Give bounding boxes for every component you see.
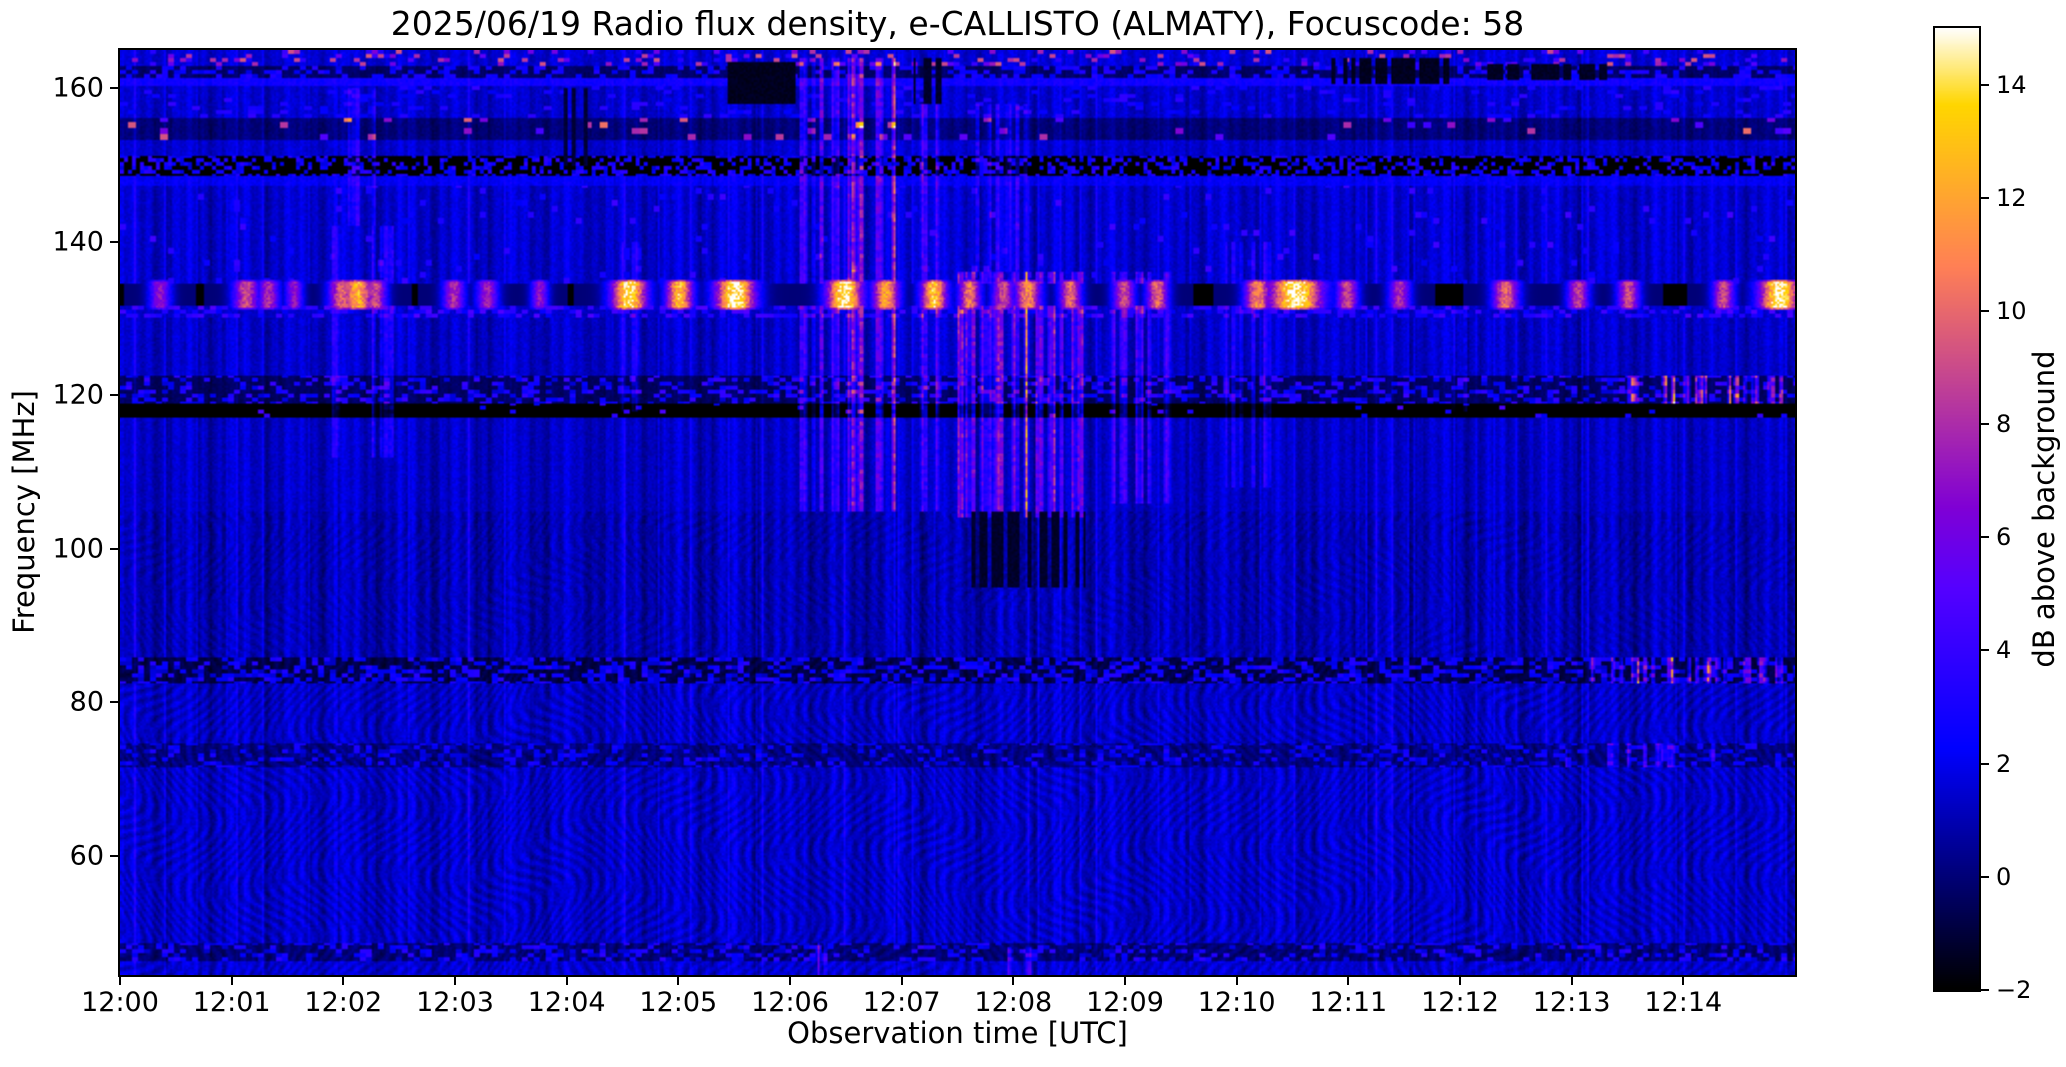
x-tick-mark	[565, 977, 568, 985]
y-tick-label: 80	[69, 686, 104, 718]
colorbar-tick-label: 4	[1996, 636, 2012, 665]
x-tick-label: 12:07	[862, 987, 941, 1018]
colorbar-tick-mark	[1981, 423, 1989, 426]
spectrogram-canvas	[120, 50, 1795, 975]
colorbar-tick-mark	[1981, 536, 1989, 539]
x-tick-label: 12:01	[192, 987, 271, 1018]
x-tick-mark	[119, 977, 121, 985]
colorbar-tick-label: 10	[1996, 296, 2027, 325]
x-tick-mark	[1124, 977, 1126, 985]
x-tick-mark	[454, 977, 456, 985]
x-tick-label: 12:11	[1309, 987, 1388, 1018]
x-tick-label: 12:03	[416, 987, 494, 1018]
x-tick-label: 12:05	[639, 987, 718, 1018]
y-tick-mark	[110, 701, 118, 704]
x-tick-mark	[230, 977, 233, 985]
x-tick-label: 12:14	[1644, 987, 1723, 1018]
x-tick-mark	[1459, 977, 1461, 985]
plot-area-frame	[118, 48, 1797, 977]
colorbar-tick-mark	[1981, 83, 1989, 86]
colorbar-tick-label: −2	[1996, 976, 2032, 1004]
x-tick-label: 12:02	[304, 987, 383, 1018]
colorbar-tick-mark	[1981, 309, 1989, 312]
colorbar-tick-mark	[1981, 762, 1989, 765]
x-tick-mark	[1235, 977, 1238, 985]
y-tick-label: 120	[52, 379, 104, 411]
colorbar-tick-mark	[1981, 196, 1989, 199]
x-tick-label: 12:09	[1086, 987, 1164, 1018]
colorbar-tick-label: 2	[1996, 749, 2012, 778]
y-tick-label: 140	[52, 226, 104, 258]
x-tick-mark	[900, 977, 903, 985]
colorbar-tick-label: 6	[1996, 523, 2012, 552]
colorbar-tick-label: 12	[1996, 183, 2027, 212]
colorbar-frame	[1933, 26, 1981, 992]
y-tick-mark	[110, 394, 118, 397]
x-tick-mark	[1012, 977, 1015, 985]
colorbar-tick-label: 14	[1996, 70, 2027, 99]
x-tick-label: 12:06	[751, 987, 829, 1018]
x-tick-mark	[677, 977, 680, 985]
x-tick-mark	[1570, 977, 1573, 985]
x-tick-label: 12:10	[1197, 987, 1276, 1018]
colorbar-canvas	[1935, 28, 1979, 990]
y-tick-mark	[110, 240, 118, 243]
x-tick-mark	[1347, 977, 1350, 985]
x-tick-label: 12:08	[974, 987, 1053, 1018]
x-tick-mark	[789, 977, 791, 985]
x-axis-label: Observation time [UTC]	[787, 1016, 1128, 1050]
x-tick-label: 12:04	[527, 987, 606, 1018]
y-tick-mark	[110, 87, 118, 90]
colorbar-tick-mark	[1981, 875, 1989, 878]
y-tick-mark	[110, 855, 118, 858]
colorbar-tick-mark	[1981, 989, 1989, 991]
y-tick-mark	[110, 547, 118, 550]
x-tick-mark	[1682, 977, 1685, 985]
colorbar-tick-mark	[1981, 649, 1989, 652]
y-axis-label: Frequency [MHz]	[7, 390, 41, 634]
chart-title: 2025/06/19 Radio flux density, e-CALLIST…	[390, 4, 1525, 43]
colorbar-tick-label: 8	[1996, 410, 2012, 439]
y-tick-label: 160	[52, 72, 104, 104]
colorbar-label: dB above background	[2027, 350, 2061, 668]
colorbar-tick-label: 0	[1996, 862, 2012, 891]
y-tick-label: 60	[69, 840, 104, 872]
x-tick-mark	[342, 977, 345, 985]
x-tick-label: 12:12	[1421, 987, 1499, 1018]
x-tick-label: 12:13	[1532, 987, 1611, 1018]
x-tick-label: 12:00	[81, 987, 159, 1018]
y-tick-label: 100	[52, 533, 104, 565]
